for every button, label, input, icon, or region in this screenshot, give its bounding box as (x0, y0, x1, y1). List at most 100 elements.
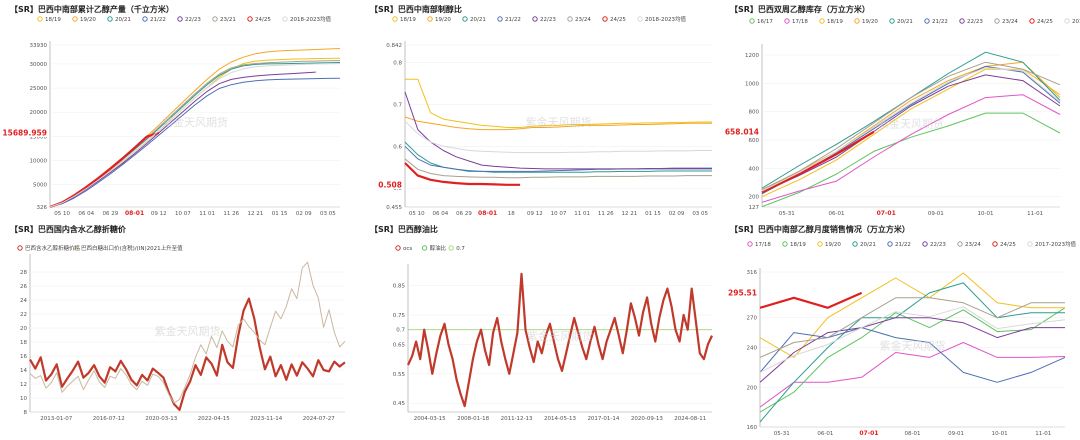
legend-label: 20/21 (897, 19, 913, 25)
chart-svg: 326 5000 10000 15000 20000 25000 30000 33930 05 … (0, 15, 341, 217)
legend-marker (817, 241, 823, 247)
series-line (759, 342, 1066, 408)
y-tick-label: 14 (20, 368, 27, 374)
series-line (29, 297, 346, 411)
y-tick-label: 0.8 (393, 61, 402, 67)
legend-item: 24/25 (247, 16, 271, 23)
y-tick-label: 0.85 (393, 284, 406, 290)
legend-label: 2018-2023均值 (1072, 17, 1080, 25)
x-tick-label: 11 26 (223, 211, 239, 217)
watermark: 紫金天风期货 (527, 329, 593, 343)
legend-item: 20/21 (462, 16, 486, 23)
y-tick-label: 160 (747, 425, 758, 431)
legend-marker (282, 16, 288, 22)
y-tick-label: 0.75 (393, 313, 406, 319)
x-tick-label: 07-01 (859, 430, 878, 437)
legend-item: 20/21 (852, 241, 876, 248)
legend-marker (72, 16, 78, 22)
y-tick-label: 1000 (745, 81, 759, 87)
legend-item: 2017-2023均值 (1027, 240, 1076, 248)
legend-label: 17/18 (755, 242, 771, 248)
legend-label: 19/20 (862, 19, 878, 25)
legend-label: 巴西白糖出口价(含税)/(IN)2021上升至值 (81, 244, 183, 252)
x-tick-label: 10 07 (175, 211, 191, 217)
legend-marker (107, 16, 113, 22)
x-tick-label: 2023-11-14 (250, 416, 282, 422)
chart-svg: 0.45 0.55 0.65 0.7 0.75 0.85 2004-03-15 2008-01… (393, 244, 713, 422)
legend-label: 23/24 (1002, 19, 1018, 25)
legend-label: 21/22 (932, 19, 948, 25)
legend-item: 21/22 (497, 16, 521, 23)
watermark: 紫金天风期货 (162, 115, 228, 129)
legend-label: 24/25 (610, 17, 626, 23)
x-tick-label: 02 09 (669, 211, 685, 217)
legend-label: 22/23 (967, 19, 983, 25)
x-tick-label: 2017-01-14 (587, 416, 619, 422)
legend-marker (427, 16, 433, 22)
watermark: 紫金天风期货 (526, 115, 592, 129)
legend-item: 0.7 (448, 245, 465, 252)
legend-item: 18/19 (37, 16, 61, 23)
legend-label: 16/17 (757, 19, 773, 25)
x-tick-label: 06 29 (456, 211, 472, 217)
y-tick-label: 25000 (30, 86, 48, 92)
series-line (404, 120, 712, 154)
legend-item: 18/19 (392, 16, 416, 23)
series-line (404, 116, 712, 131)
legend-label: 21/22 (150, 17, 166, 23)
legend-label: 21/22 (895, 242, 911, 248)
legend-label: 20/21 (470, 17, 486, 23)
chart-svg: 8 10 12 14 16 18 20 22 24 26 28 2013-01-07 2016-07-1… (17, 244, 346, 422)
legend-marker (37, 16, 43, 22)
x-tick-label: 02 09 (296, 211, 312, 217)
y-tick-label: 18 (20, 340, 27, 346)
legend-label: 22/23 (930, 242, 946, 248)
legend-label: 23/24 (575, 17, 591, 23)
legend-label: 24/25 (1037, 19, 1053, 25)
legend-label: 19/20 (80, 17, 96, 23)
highlight-value: 295.51 (728, 288, 757, 297)
legend-label: 19/20 (435, 17, 451, 23)
legend-label: 17/18 (792, 19, 808, 25)
legend-item: 21/22 (142, 16, 166, 23)
legend-item: 19/20 (72, 16, 96, 23)
x-tick-label: 05 10 (54, 211, 70, 217)
legend-marker (1064, 18, 1070, 24)
legend-item: 22/23 (532, 16, 556, 23)
legend-label: 2018-2023均值 (645, 15, 686, 23)
legend-item: 23/24 (994, 18, 1018, 25)
x-tick-label: 05-31 (774, 431, 790, 437)
legend-marker (959, 18, 965, 24)
legend-item: 22/23 (959, 18, 983, 25)
series-line (49, 60, 341, 208)
legend-marker (421, 245, 428, 251)
x-tick-label: 12 21 (621, 211, 637, 217)
callout-bg (721, 126, 760, 136)
legend-marker (747, 241, 753, 247)
legend-item: 18/19 (819, 18, 843, 25)
y-tick-label: 1200 (745, 53, 759, 59)
legend-label: 24/25 (1000, 242, 1016, 248)
series-line (761, 112, 1061, 208)
legend-item: 22/23 (177, 16, 201, 23)
legend-marker (992, 241, 998, 247)
legend-marker (73, 245, 79, 251)
series-line (404, 158, 712, 179)
legend-label: 20/21 (860, 242, 876, 248)
series-line (49, 131, 160, 209)
series-line (49, 71, 316, 208)
series-line (759, 272, 1065, 358)
chart-title: 【SR】巴西中南部乙醇月度销售情况（万立方米） (730, 225, 910, 234)
panel-ethanol-monthly-sales: 【SR】巴西中南部乙醇月度销售情况（万立方米） 160 200 240 270 316 0… (720, 220, 1080, 440)
legend-marker (247, 16, 253, 22)
x-tick-label: 11-01 (1027, 211, 1043, 217)
series-line (29, 261, 346, 404)
series-line (405, 78, 712, 128)
x-tick-label: 06 29 (103, 211, 119, 217)
series-line (49, 77, 341, 208)
x-tick-label: 2008-01-18 (457, 416, 489, 422)
legend-marker (819, 18, 825, 24)
legend-marker (637, 16, 643, 22)
y-tick-label: 0.5 (393, 186, 402, 192)
panel-ethanol-mix-ratio: 【SR】巴西中南部制醇比 0.455 0.5 0.6 0.7 0.8 0.842 05 10… (360, 0, 720, 220)
